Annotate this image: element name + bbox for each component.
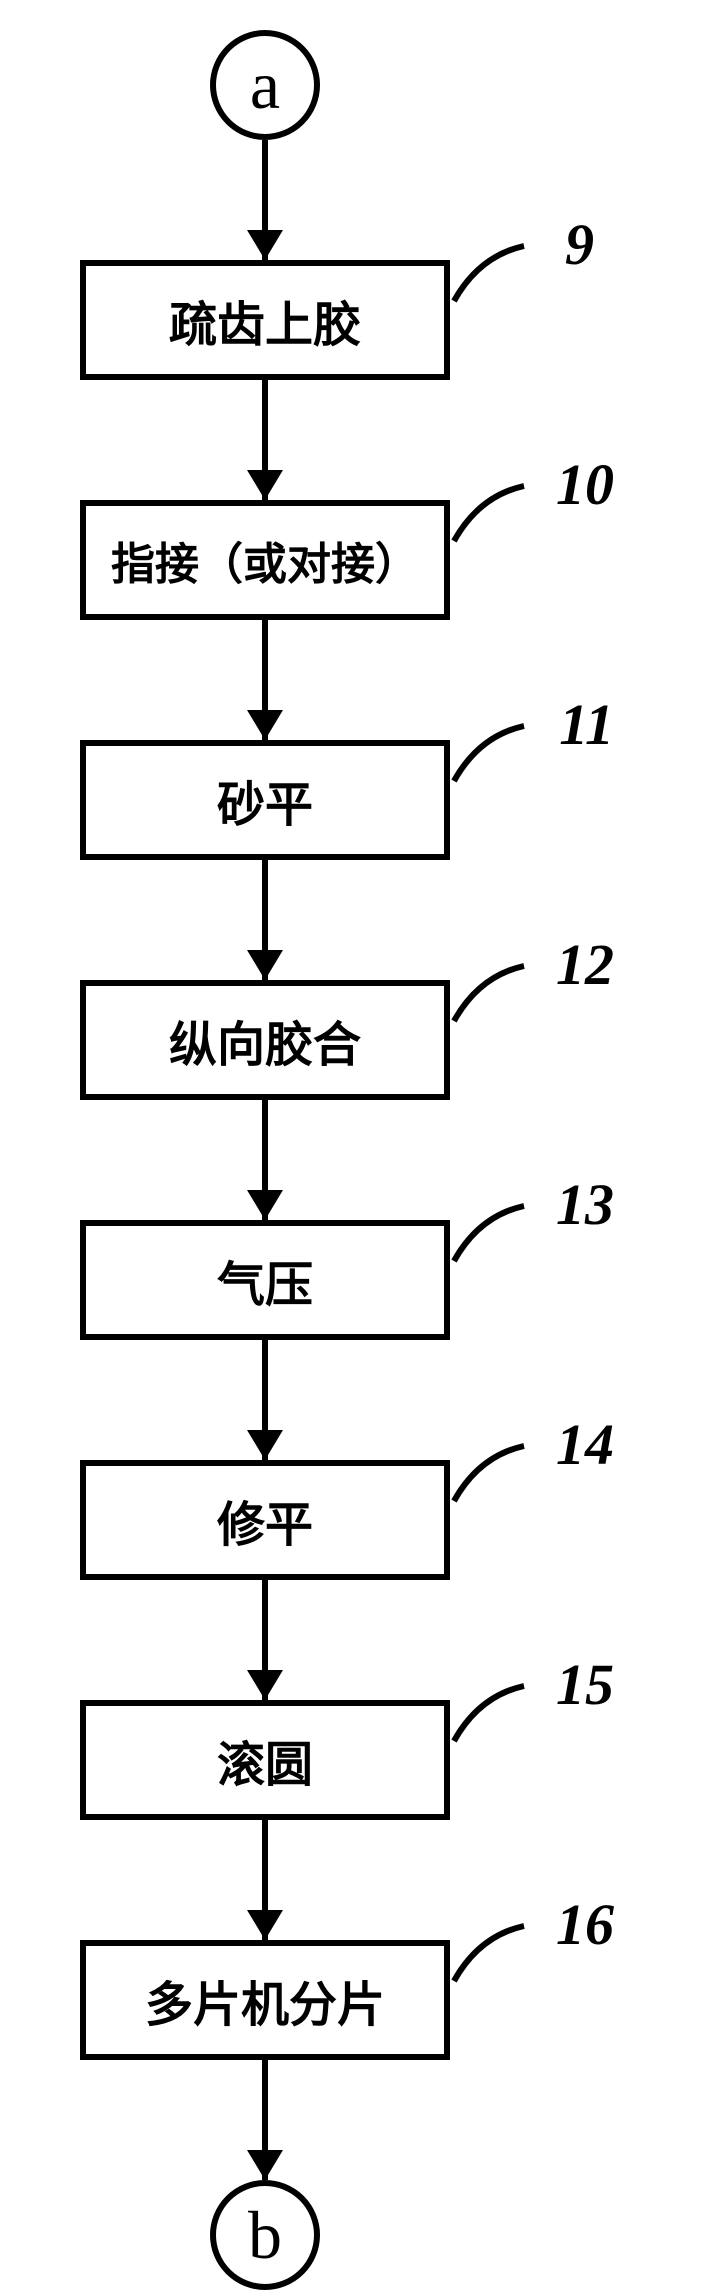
step-index: 10 xyxy=(556,451,614,518)
arrow-head-icon xyxy=(247,710,283,740)
step-label: 指接（或对接） xyxy=(111,528,419,592)
index-connector-arc xyxy=(449,241,539,341)
arrow-head-icon xyxy=(247,2150,283,2180)
step-index: 12 xyxy=(556,931,614,998)
index-connector-arc xyxy=(449,1681,539,1781)
step-label: 气压 xyxy=(217,1245,313,1315)
arrow xyxy=(80,1820,450,1940)
step-index: 14 xyxy=(556,1411,614,1478)
arrow xyxy=(80,1580,450,1700)
arrow xyxy=(80,860,450,980)
index-connector-arc xyxy=(449,481,539,581)
arrow xyxy=(80,620,450,740)
arrow xyxy=(80,1340,450,1460)
step-label: 多片机分片 xyxy=(145,1965,385,2035)
index-connector-arc xyxy=(449,1201,539,1301)
process-step-9: 疏齿上胶 9 xyxy=(80,260,450,380)
step-label: 疏齿上胶 xyxy=(169,285,361,355)
step-label: 砂平 xyxy=(217,765,313,835)
arrow-head-icon xyxy=(247,1190,283,1220)
end-label: b xyxy=(248,2196,282,2275)
arrow xyxy=(80,140,450,260)
arrow-head-icon xyxy=(247,1910,283,1940)
step-index: 11 xyxy=(559,691,614,758)
process-step-15: 滚圆 15 xyxy=(80,1700,450,1820)
process-step-14: 修平 14 xyxy=(80,1460,450,1580)
step-index: 16 xyxy=(556,1891,614,1958)
index-connector-arc xyxy=(449,721,539,821)
index-connector-arc xyxy=(449,961,539,1061)
arrow xyxy=(80,1100,450,1220)
arrow xyxy=(80,380,450,500)
end-connector-b: b xyxy=(210,2180,320,2290)
step-index: 13 xyxy=(556,1171,614,1238)
index-connector-arc xyxy=(449,1921,539,2021)
process-step-11: 砂平 11 xyxy=(80,740,450,860)
step-index: 9 xyxy=(565,211,594,278)
step-label: 纵向胶合 xyxy=(169,1005,361,1075)
process-step-10: 指接（或对接） 10 xyxy=(80,500,450,620)
arrow-head-icon xyxy=(247,1430,283,1460)
flowchart-container: a 疏齿上胶 9 指接（或对接） 10 砂平 11 xyxy=(80,30,645,2290)
step-index: 15 xyxy=(556,1651,614,1718)
arrow-head-icon xyxy=(247,470,283,500)
step-label: 滚圆 xyxy=(217,1725,313,1795)
step-label: 修平 xyxy=(217,1485,313,1555)
start-connector-a: a xyxy=(210,30,320,140)
arrow-head-icon xyxy=(247,1670,283,1700)
process-step-16: 多片机分片 16 xyxy=(80,1940,450,2060)
arrow xyxy=(80,2060,450,2180)
index-connector-arc xyxy=(449,1441,539,1541)
arrow-head-icon xyxy=(247,230,283,260)
arrow-head-icon xyxy=(247,950,283,980)
process-step-13: 气压 13 xyxy=(80,1220,450,1340)
start-label: a xyxy=(250,46,280,125)
process-step-12: 纵向胶合 12 xyxy=(80,980,450,1100)
